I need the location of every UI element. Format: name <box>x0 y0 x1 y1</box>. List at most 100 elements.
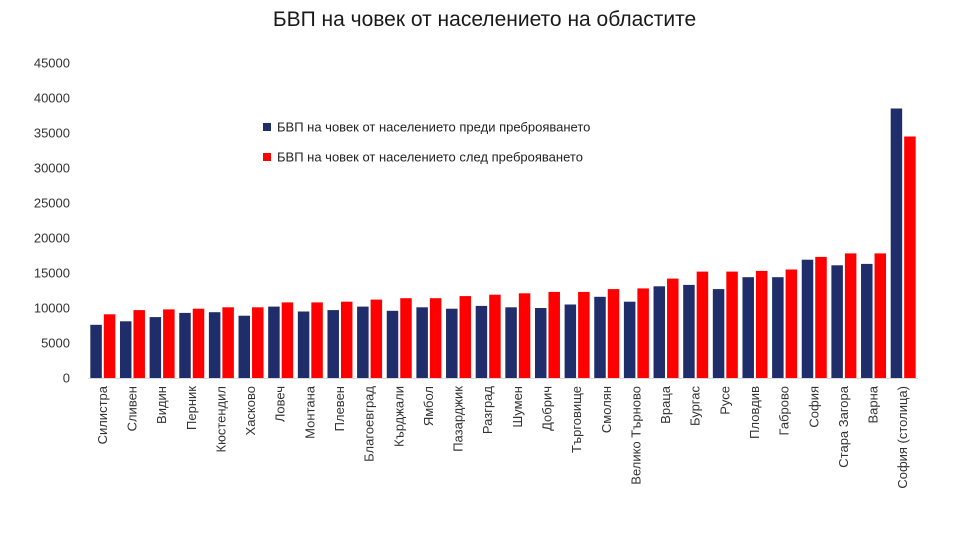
bar-before-census <box>534 308 547 378</box>
bar-before-census <box>861 263 873 378</box>
x-tick-label: Търговище <box>569 386 584 453</box>
x-tick-label: Сливен <box>124 386 139 431</box>
bar-after-census <box>133 310 145 378</box>
x-tick-label: Велико Търново <box>628 386 643 485</box>
bar-after-census <box>578 291 590 378</box>
bar-before-census <box>475 305 488 378</box>
y-tick-label: 15000 <box>34 266 70 281</box>
bar-after-census <box>311 302 323 378</box>
bar-before-census <box>297 311 310 378</box>
bar-before-census <box>268 306 280 378</box>
y-tick-label: 35000 <box>34 126 70 141</box>
bar-after-census <box>252 307 264 378</box>
x-tick-label: Ловеч <box>273 386 288 422</box>
x-tick-label: Габрово <box>777 386 792 435</box>
bar-after-census <box>607 289 620 378</box>
bar-after-census <box>192 308 205 378</box>
bar-after-census <box>103 314 116 378</box>
x-axis: Силистра Сливен Видин Перник Кюстендил Хасков… <box>88 378 918 489</box>
x-tick-label: Кърджали <box>391 386 406 447</box>
bar-before-census <box>238 315 251 378</box>
bar-after-census <box>667 278 679 378</box>
y-tick-label: 10000 <box>34 301 70 316</box>
bar-after-census <box>874 253 887 378</box>
x-tick-label: Благоевград <box>362 386 377 462</box>
bar-before-census <box>594 296 606 378</box>
y-tick-label: 45000 <box>34 56 70 71</box>
x-tick-label: Русе <box>717 386 732 415</box>
bar-after-census <box>163 309 175 378</box>
bar-before-census <box>90 324 102 378</box>
x-tick-label: Пловдив <box>747 386 762 439</box>
y-tick-label: 0 <box>63 371 70 386</box>
bar-before-census <box>890 108 903 378</box>
bar-after-census <box>429 298 442 378</box>
bar-before-census <box>683 284 695 378</box>
bar-before-census <box>653 286 666 378</box>
bar-before-census <box>564 304 577 378</box>
bar-before-census <box>446 308 458 378</box>
bar-after-census <box>459 296 472 378</box>
bar-after-census <box>815 256 827 378</box>
y-tick-label: 5000 <box>41 336 70 351</box>
bar-after-census <box>696 271 709 378</box>
legend-swatch <box>263 153 271 161</box>
bar-after-census <box>785 269 798 378</box>
bar-after-census <box>844 253 857 378</box>
bar-after-census <box>904 136 916 378</box>
bar-after-census <box>755 270 768 378</box>
bar-after-census <box>222 307 234 378</box>
x-tick-label: Видин <box>154 386 169 424</box>
x-tick-label: Перник <box>184 386 199 430</box>
x-tick-label: Монтана <box>302 385 317 439</box>
bar-before-census <box>505 307 517 378</box>
y-tick-label: 25000 <box>34 196 70 211</box>
x-tick-label: Пазарджик <box>451 386 466 452</box>
legend-label: БВП на човек от населението преди пребро… <box>277 120 590 135</box>
x-tick-label: Враца <box>658 385 673 424</box>
bar-before-census <box>119 321 132 378</box>
x-tick-label: Смолян <box>599 386 614 433</box>
bar-before-census <box>712 289 725 378</box>
bar-after-census <box>637 288 649 378</box>
x-tick-label: Стара Загора <box>836 385 851 467</box>
bar-before-census <box>623 301 636 378</box>
legend-label: БВП на човек от населението след преброя… <box>277 150 583 165</box>
bar-before-census <box>772 277 784 378</box>
x-tick-label: София (столица) <box>895 386 910 489</box>
bar-after-census <box>489 294 501 378</box>
bar-after-census <box>400 298 412 378</box>
bar-before-census <box>386 310 399 378</box>
x-tick-label: Ямбол <box>421 386 436 426</box>
legend-swatch <box>263 123 271 131</box>
bars <box>90 108 916 378</box>
x-tick-label: Кюстендил <box>213 386 228 452</box>
legend: БВП на човек от населението преди пребро… <box>263 120 590 165</box>
x-tick-label: Плевен <box>332 386 347 431</box>
bar-after-census <box>340 301 353 378</box>
bar-after-census <box>518 293 531 378</box>
bar-before-census <box>831 265 843 378</box>
bar-before-census <box>742 277 754 378</box>
x-tick-label: Хасково <box>243 386 258 435</box>
y-tick-label: 40000 <box>34 91 70 106</box>
bar-before-census <box>208 312 221 378</box>
bar-after-census <box>370 299 383 378</box>
bar-before-census <box>801 259 814 378</box>
chart-title: БВП на човек от населението на областите <box>272 8 697 31</box>
bar-before-census <box>149 317 162 378</box>
x-tick-label: София <box>806 386 821 428</box>
x-tick-label: Бургас <box>688 386 703 427</box>
y-tick-label: 30000 <box>34 161 70 176</box>
x-tick-label: Разград <box>480 386 495 434</box>
bar-before-census <box>327 310 339 378</box>
bar-before-census <box>357 306 369 378</box>
bar-before-census <box>179 312 191 378</box>
bar-after-census <box>281 302 294 378</box>
y-axis: 0 5000 10000 15000 20000 25000 30000 35000 40000… <box>34 56 70 386</box>
bar-after-census <box>726 271 738 378</box>
x-tick-label: Варна <box>866 385 881 423</box>
x-tick-label: Добрич <box>539 386 554 431</box>
x-tick-label: Шумен <box>510 386 525 428</box>
